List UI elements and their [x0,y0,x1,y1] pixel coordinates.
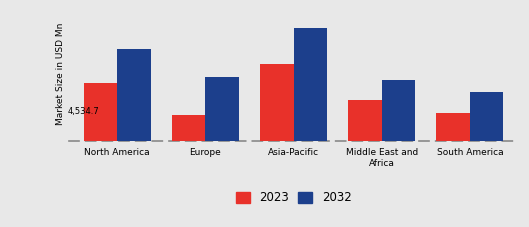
Bar [205,77,239,141]
Bar [117,49,151,141]
Text: 4,534.7: 4,534.7 [68,107,99,116]
Bar [348,100,382,141]
Bar [382,79,415,141]
Bar [470,92,504,141]
Bar [260,64,294,141]
Bar [294,29,327,141]
Legend: 2023, 2032: 2023, 2032 [235,192,352,205]
Bar [172,115,205,141]
Bar [436,113,470,141]
Bar [84,83,117,141]
Y-axis label: Market Size in USD Mn: Market Size in USD Mn [56,23,65,125]
